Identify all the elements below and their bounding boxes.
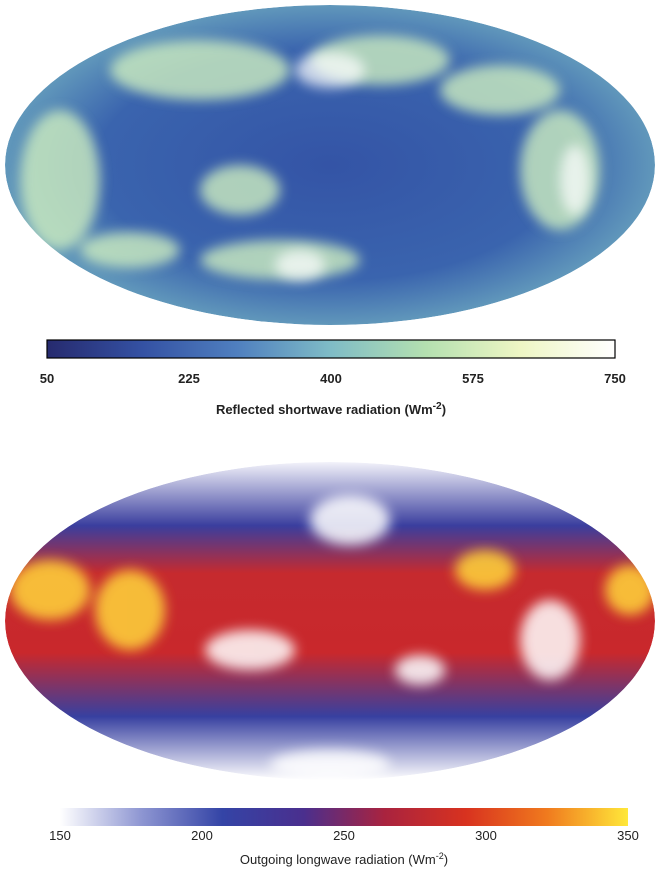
title-end: ) <box>442 402 446 417</box>
colorbar-tick-label: 250 <box>333 828 355 843</box>
colorbar-tick-label: 300 <box>475 828 497 843</box>
colorbar-tick-label: 575 <box>462 371 484 386</box>
colorbar-tick-label: 350 <box>617 828 639 843</box>
colorbar-tick-label: 400 <box>320 371 342 386</box>
colorbar-tick-label: 225 <box>178 371 200 386</box>
title-superscript: -2 <box>436 851 444 861</box>
colorbar-tick-label: 150 <box>49 828 71 843</box>
colorbar-tick-label: 50 <box>40 371 54 386</box>
colorbar-title: Outgoing longwave radiation (Wm-2) <box>240 851 448 867</box>
title-text: Reflected shortwave radiation (Wm <box>216 402 433 417</box>
colorbar-tick-label: 750 <box>604 371 626 386</box>
shortwave-map <box>5 5 655 325</box>
title-superscript: -2 <box>433 401 442 412</box>
title-end: ) <box>444 852 448 867</box>
colorbar <box>60 808 628 826</box>
colorbar <box>46 339 616 359</box>
title-text: Outgoing longwave radiation (Wm <box>240 852 436 867</box>
colorbar-tick-label: 200 <box>191 828 213 843</box>
longwave-map <box>5 462 655 780</box>
colorbar-title: Reflected shortwave radiation (Wm-2) <box>216 401 446 418</box>
